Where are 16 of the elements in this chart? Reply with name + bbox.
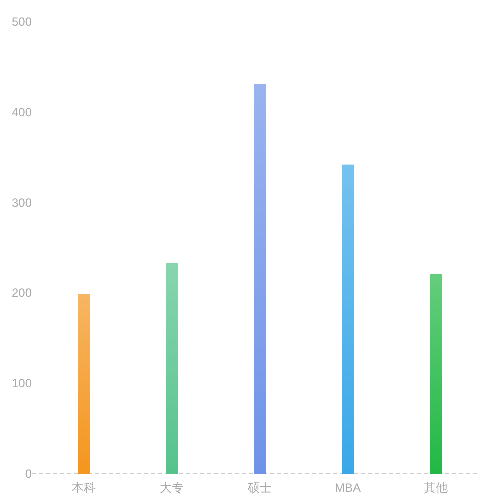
- bar: [78, 294, 90, 474]
- y-tick-label: 400: [12, 105, 32, 120]
- x-tick-label: 大专: [160, 481, 184, 495]
- bar: [254, 84, 266, 474]
- y-tick-label: 300: [12, 196, 32, 210]
- y-tick-label: 100: [12, 376, 32, 391]
- y-tick-label: 200: [12, 286, 32, 300]
- bar: [430, 274, 442, 474]
- bar: [342, 164, 354, 474]
- bar: [166, 263, 178, 474]
- y-tick-label: 500: [12, 15, 32, 29]
- y-tick-label: 0: [25, 467, 32, 481]
- x-tick-label: 硕士: [247, 481, 272, 495]
- x-tick-label: 其他: [424, 481, 448, 495]
- x-tick-label: MBA: [334, 481, 362, 495]
- x-tick-label: 本科: [72, 481, 96, 495]
